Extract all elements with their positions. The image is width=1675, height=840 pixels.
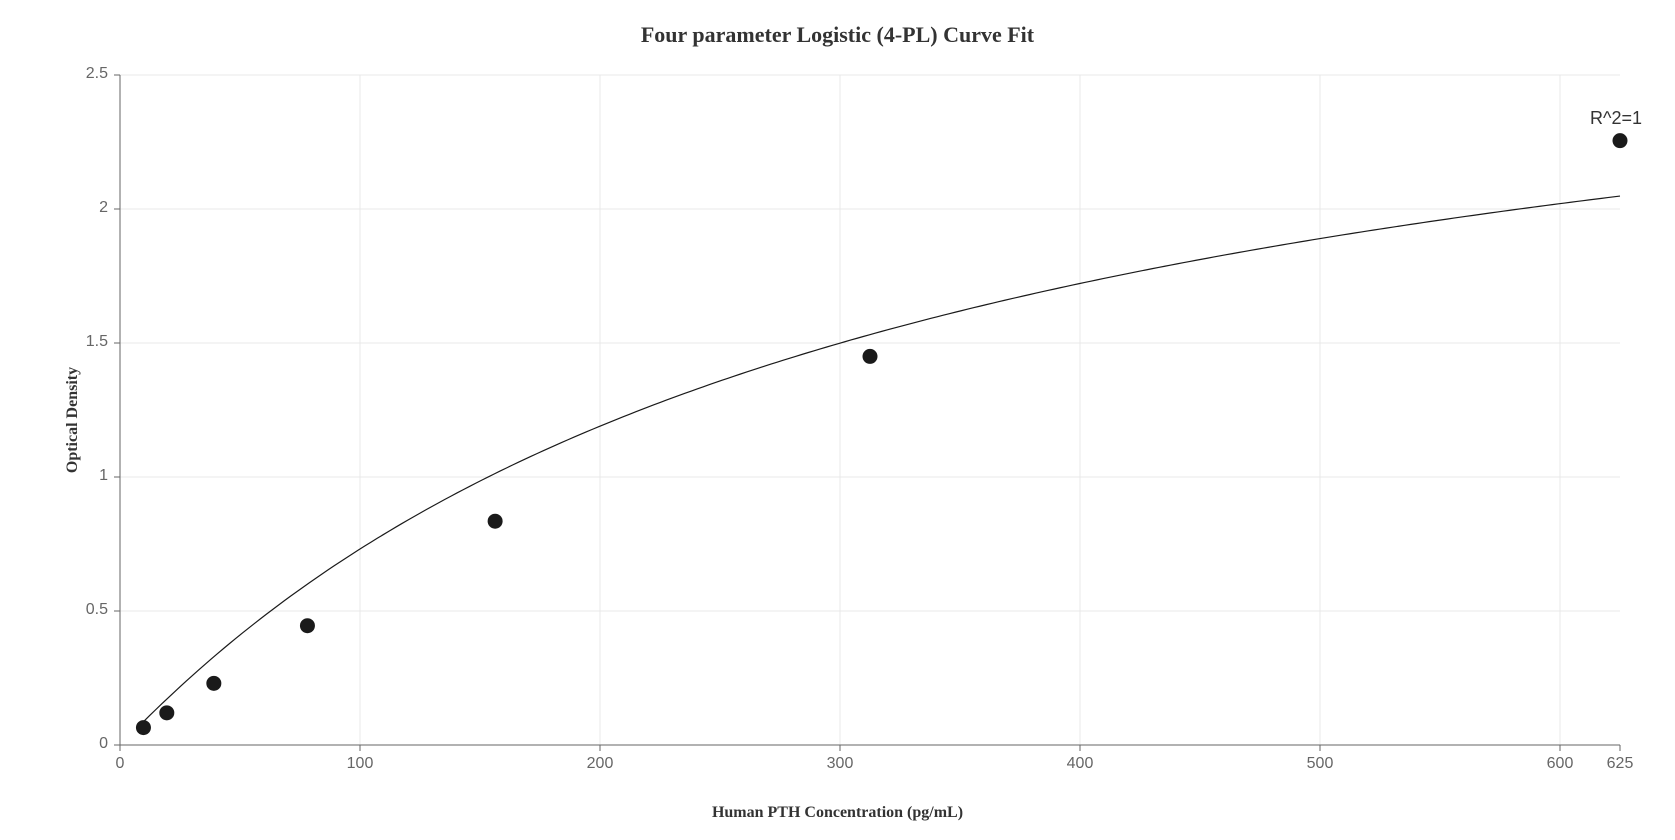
x-tick-label: 100 xyxy=(335,755,385,773)
data-point xyxy=(863,349,878,364)
y-tick-label: 2 xyxy=(68,199,108,217)
data-point xyxy=(206,676,221,691)
x-tick-label: 625 xyxy=(1595,755,1645,773)
x-tick-label: 600 xyxy=(1535,755,1585,773)
x-tick-label: 0 xyxy=(95,755,145,773)
y-tick-label: 2.5 xyxy=(68,65,108,83)
x-tick-label: 200 xyxy=(575,755,625,773)
x-axis-label: Human PTH Concentration (pg/mL) xyxy=(0,804,1675,822)
y-axis-label: Optical Density xyxy=(64,367,82,473)
y-tick-label: 0.5 xyxy=(68,601,108,619)
y-tick-label: 1 xyxy=(68,467,108,485)
r-squared-annotation: R^2=1 xyxy=(1590,108,1642,129)
data-point xyxy=(300,618,315,633)
data-point xyxy=(159,705,174,720)
y-tick-label: 0 xyxy=(68,735,108,753)
chart-svg xyxy=(120,75,1620,745)
x-tick-label: 400 xyxy=(1055,755,1105,773)
y-tick-label: 1.5 xyxy=(68,333,108,351)
data-point xyxy=(1613,133,1628,148)
plot-area: R^2=100.511.522.50100200300400500600625 xyxy=(120,75,1620,745)
chart-container: Four parameter Logistic (4-PL) Curve Fit… xyxy=(0,0,1675,840)
chart-title: Four parameter Logistic (4-PL) Curve Fit xyxy=(0,22,1675,48)
data-point xyxy=(488,514,503,529)
x-tick-label: 500 xyxy=(1295,755,1345,773)
fit-curve-line xyxy=(143,196,1620,722)
x-tick-label: 300 xyxy=(815,755,865,773)
data-point xyxy=(136,720,151,735)
